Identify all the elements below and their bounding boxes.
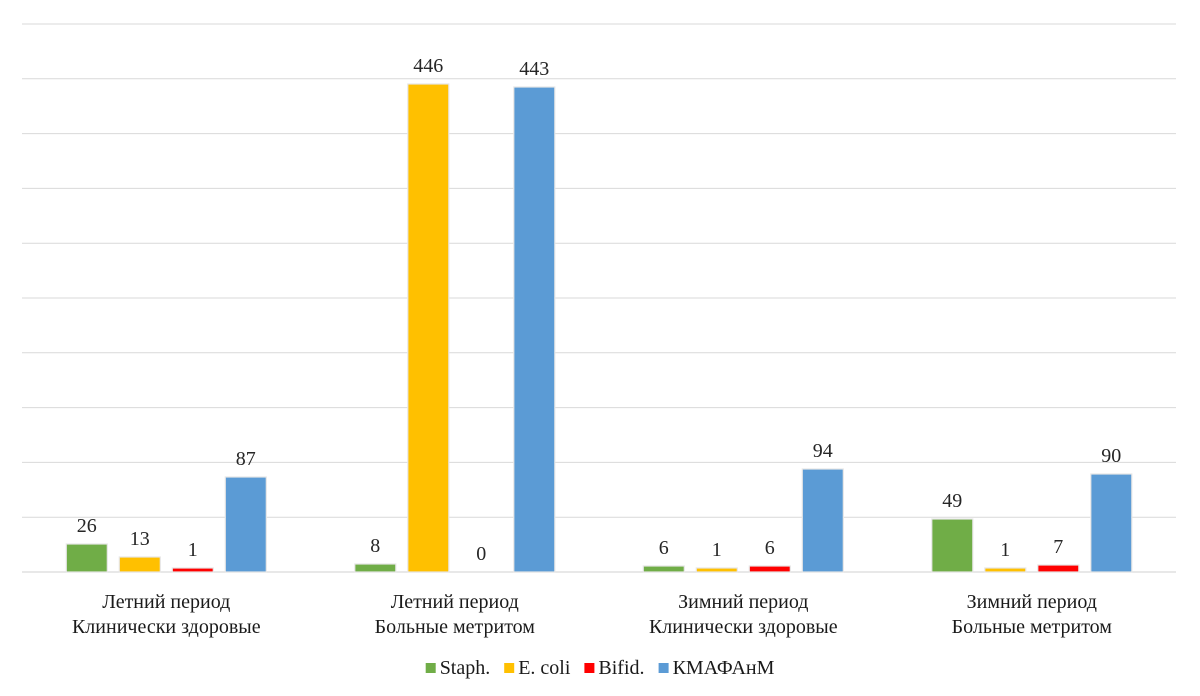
bar-кмафанм-0 [224, 476, 267, 573]
bar-staph--0 [65, 543, 108, 573]
data-label: 94 [813, 440, 833, 462]
data-label: 7 [1053, 536, 1063, 558]
bar-e-coli-0 [118, 556, 161, 573]
legend-swatch [504, 663, 515, 673]
category-label: Больные метритом [952, 616, 1113, 638]
category-label: Зимний период [678, 591, 808, 613]
legend-swatch [425, 663, 436, 673]
data-label: 49 [942, 490, 962, 512]
data-label: 443 [519, 58, 549, 80]
bar-e-coli-1 [407, 83, 450, 573]
bar-staph--2 [642, 565, 685, 573]
gridlines [22, 23, 1176, 573]
category-label: Летний период [102, 591, 230, 613]
data-label: 446 [413, 55, 443, 77]
bar-bifid--0 [171, 567, 214, 573]
category-label: Зимний период [967, 591, 1097, 613]
bar-кмафанм-1 [513, 86, 556, 573]
category-labels-group: Летний период Клинически здоровые Летний п… [72, 591, 1112, 638]
legend-swatch [584, 663, 595, 673]
data-label: 90 [1101, 445, 1121, 467]
legend-swatch [658, 663, 669, 673]
category-label: Клинически здоровые [649, 616, 838, 638]
bar-e-coli-3 [984, 567, 1027, 573]
bar-bifid--3 [1037, 564, 1080, 573]
data-label: 6 [659, 537, 669, 559]
bar-staph--1 [354, 563, 397, 573]
data-label: 0 [476, 543, 486, 565]
legend-label: Bifid. [598, 657, 644, 679]
bar-кмафанм-3 [1090, 473, 1133, 573]
data-label: 13 [130, 528, 150, 550]
bar-e-coli-2 [695, 567, 738, 573]
data-label: 1 [1000, 539, 1010, 561]
category-label: Летний период [391, 591, 519, 613]
data-label: 1 [188, 539, 198, 561]
legend-label: КМАФАнМ [673, 657, 775, 679]
legend: Staph. E. coli Bifid. КМАФАнМ [425, 657, 775, 679]
data-label: 1 [712, 539, 722, 561]
category-label: Клинически здоровые [72, 616, 261, 638]
bar-staph--3 [931, 518, 974, 573]
bar-bifid--2 [748, 565, 791, 573]
legend-label: Staph. [440, 657, 491, 679]
bar-кмафанм-2 [801, 468, 844, 573]
bars-group [65, 83, 1133, 573]
legend-label: E. coli [518, 657, 571, 679]
data-label: 87 [236, 448, 256, 470]
data-label: 8 [370, 535, 380, 557]
category-label: Больные метритом [375, 616, 536, 638]
data-label: 26 [77, 515, 97, 537]
data-labels-group: 26 13 1 87 8 446 0 443 6 1 6 94 49 1 7 90 [77, 55, 1122, 565]
data-label: 6 [765, 537, 775, 559]
